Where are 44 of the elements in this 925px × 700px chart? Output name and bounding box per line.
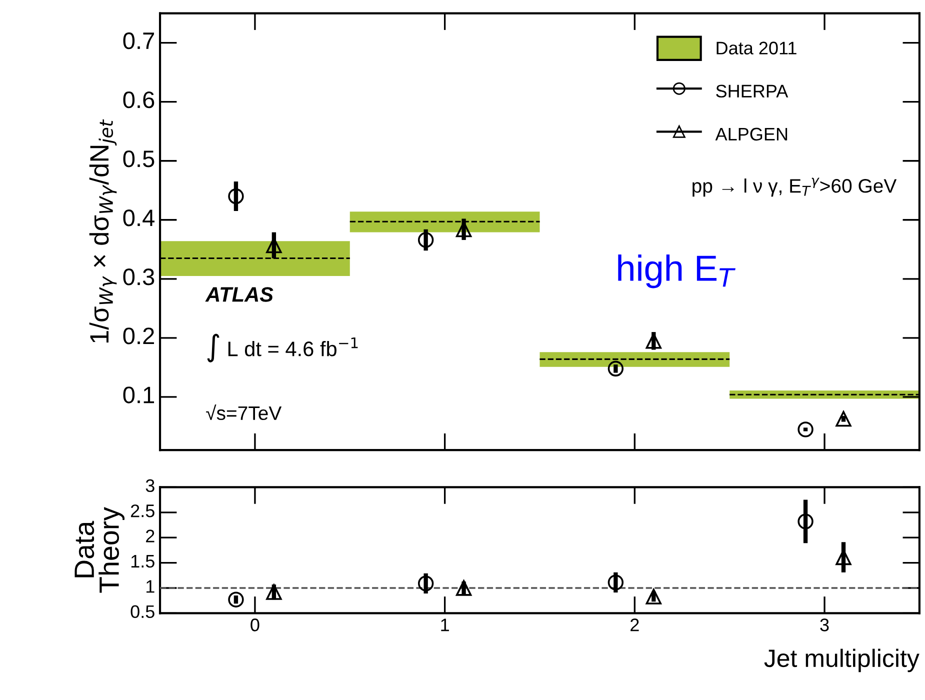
point — [266, 584, 282, 600]
y-tick-label: 0.4 — [123, 210, 154, 226]
point — [228, 188, 244, 204]
annotation: high E$_{T}$ — [618, 254, 736, 288]
legend-label: SHERPA — [716, 84, 788, 98]
bar — [540, 352, 730, 367]
annotation: pp → l ν γ, E$_{T}$$^{γ}$>60 GeV — [692, 178, 897, 197]
y-tick-label: 1.5 — [131, 555, 154, 568]
point — [836, 410, 852, 427]
annotation: ATLAS — [205, 287, 274, 302]
point — [228, 592, 244, 608]
annotation: √s=7TeV — [206, 404, 282, 420]
point — [646, 588, 662, 604]
point — [418, 576, 434, 592]
point — [798, 514, 814, 530]
x-tick-label: 1 — [441, 618, 449, 632]
y-tick-label: 1 — [146, 580, 154, 593]
legend-label: ALPGEN — [715, 128, 788, 141]
point — [798, 422, 814, 438]
y-tick-label: 3 — [146, 479, 154, 492]
point — [646, 333, 662, 349]
y-tick-label: 0.5 — [123, 150, 154, 168]
legend-label: Data 2011 — [716, 42, 796, 54]
annotation: ∫ L dt = 4.6 fb$^{−1}$ — [207, 334, 358, 362]
x-tick-label: 2 — [630, 618, 639, 632]
bar — [350, 212, 540, 232]
y-tick-label: 2 — [146, 530, 154, 542]
y-axis-title: 1/σ$_{Wγ}$ × dσ$_{Wγ}$/dN$_{jet}$ — [89, 119, 117, 342]
y-tick-label: 0.2 — [123, 328, 154, 344]
point — [608, 360, 624, 376]
y-tick-label: 0.5 — [130, 605, 154, 618]
point — [456, 580, 472, 596]
y-tick-label: 0.6 — [123, 91, 154, 108]
y-tick-label: 0.1 — [123, 386, 154, 404]
x-tick-label: 3 — [820, 618, 829, 632]
y-tick-label: 0.3 — [123, 268, 154, 286]
point — [418, 232, 434, 248]
point — [608, 574, 624, 590]
y-tick-label: 0.7 — [123, 32, 154, 50]
x-axis-title: Jet multiplicity — [764, 648, 920, 672]
x-tick-label: 0 — [250, 618, 260, 632]
y-tick-label: 2.5 — [130, 504, 154, 518]
bar — [160, 241, 350, 276]
y-axis-title: Data Theory — [74, 507, 125, 593]
